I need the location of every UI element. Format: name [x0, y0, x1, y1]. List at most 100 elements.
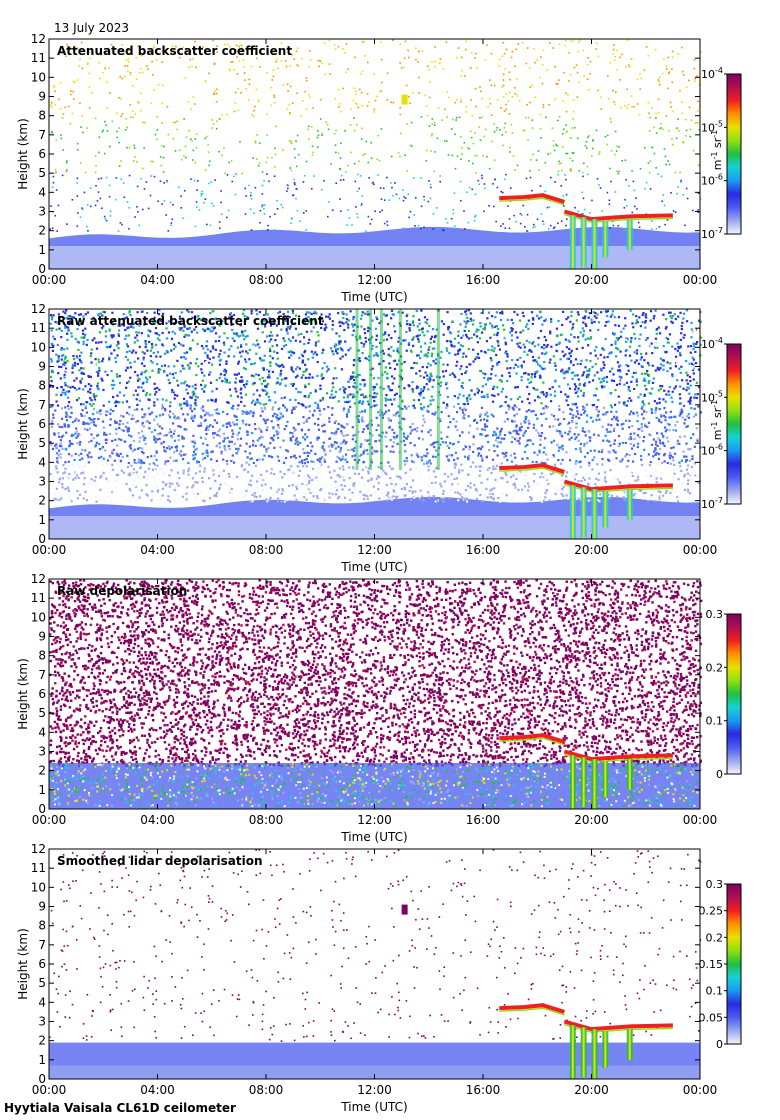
- y-tick-label: 7: [38, 398, 46, 412]
- colorbar-tick-label: 0.25: [699, 905, 724, 918]
- y-tick-label: 4: [38, 185, 46, 199]
- y-tick-label: 4: [38, 995, 46, 1009]
- y-tick-label: 1: [38, 513, 46, 527]
- precip-core: [571, 1025, 574, 1079]
- colorbar: [726, 613, 742, 775]
- y-tick-label: 5: [38, 166, 46, 180]
- cloud-layer: [401, 94, 673, 269]
- cloud-base: [499, 1003, 565, 1014]
- x-tick-label: 16:00: [466, 543, 501, 557]
- heatmap-field: [49, 849, 702, 1079]
- colorbar-unit: m-1 sr-1: [710, 400, 724, 440]
- cloud-edge: [499, 1007, 565, 1016]
- precip-core: [571, 485, 574, 539]
- colorbar-tick-label: 0: [716, 1038, 723, 1051]
- precip-core: [628, 219, 631, 250]
- y-tick-label: 0: [38, 262, 46, 276]
- aerosol-patch: [401, 904, 408, 915]
- precip-core: [593, 759, 596, 809]
- noise-streak: [379, 309, 383, 470]
- precip-core: [628, 489, 631, 520]
- x-tick-label: 00:00: [32, 543, 67, 557]
- y-tick-label: 2: [38, 764, 46, 778]
- y-axis-label: Height (km): [16, 118, 30, 189]
- heatmap-field: [49, 309, 703, 539]
- x-tick-label: 16:00: [466, 1083, 501, 1097]
- precip-core: [628, 759, 631, 790]
- cloud-base: [499, 463, 565, 474]
- colorbar-tick-label: 0.15: [699, 958, 724, 971]
- surface-layer: [49, 1065, 700, 1079]
- colorbar-tick-label: 0.2: [706, 661, 724, 674]
- colorbar-tick-label: 0.3: [706, 878, 724, 891]
- y-tick-label: 8: [38, 109, 46, 123]
- precip-core: [604, 491, 607, 528]
- y-tick-label: 10: [31, 610, 46, 624]
- y-tick-label: 7: [38, 668, 46, 682]
- x-tick-label: 20:00: [574, 1083, 609, 1097]
- precip-core: [604, 761, 607, 798]
- y-tick-label: 2: [38, 224, 46, 238]
- x-tick-label: 04:00: [140, 543, 175, 557]
- date-label: 13 July 2023: [54, 21, 130, 35]
- cloud-base: [563, 749, 673, 762]
- x-tick-label: 16:00: [466, 273, 501, 287]
- y-tick-label: 10: [31, 880, 46, 894]
- y-tick-label: 0: [38, 802, 46, 816]
- colorbar-tick-label: 0.05: [699, 1011, 724, 1024]
- colorbar-tick-label: 0.1: [706, 985, 724, 998]
- colorbar-tick-label: 0.1: [706, 715, 724, 728]
- colorbar-tick-label: 0: [716, 768, 723, 781]
- surface-layer: [49, 246, 700, 269]
- precip-core: [571, 215, 574, 269]
- y-tick-label: 6: [38, 957, 46, 971]
- precip-core: [582, 757, 585, 808]
- noise-streak: [398, 309, 402, 470]
- panel-title: Smoothed lidar depolarisation: [57, 854, 263, 868]
- cloud-edge: [564, 483, 673, 493]
- cloud-layer: [401, 904, 673, 1079]
- colorbar-tick-label: 10-6: [701, 173, 723, 188]
- precip-core: [604, 1031, 607, 1068]
- instrument-footer: Hyytiala Vaisala CL61D ceilometer: [4, 1101, 236, 1115]
- x-tick-label: 00:00: [683, 1083, 718, 1097]
- cloud-base: [499, 733, 565, 744]
- x-tick-label: 12:00: [357, 273, 392, 287]
- y-tick-label: 4: [38, 455, 46, 469]
- y-tick-label: 4: [38, 725, 46, 739]
- x-tick-label: 00:00: [683, 543, 718, 557]
- y-tick-label: 3: [38, 1015, 46, 1029]
- x-tick-label: 12:00: [357, 813, 392, 827]
- y-tick-label: 11: [31, 51, 46, 65]
- x-tick-label: 20:00: [574, 273, 609, 287]
- colorbar-tick-label: 10-4: [701, 336, 723, 351]
- y-tick-label: 5: [38, 976, 46, 990]
- y-tick-label: 0: [38, 532, 46, 546]
- y-tick-label: 8: [38, 379, 46, 393]
- y-tick-label: 12: [31, 572, 46, 586]
- x-tick-label: 04:00: [140, 273, 175, 287]
- x-tick-label: 08:00: [249, 543, 284, 557]
- y-tick-label: 10: [31, 70, 46, 84]
- y-tick-label: 8: [38, 919, 46, 933]
- y-tick-label: 7: [38, 128, 46, 142]
- precip-core: [604, 221, 607, 258]
- y-tick-label: 11: [31, 861, 46, 875]
- y-tick-label: 2: [38, 1034, 46, 1048]
- panel-title: Raw attenuated backscatter coefficient: [57, 314, 324, 328]
- y-tick-label: 1: [38, 243, 46, 257]
- x-axis-label: Time (UTC): [340, 830, 407, 844]
- x-tick-label: 04:00: [140, 813, 175, 827]
- precip-core: [582, 217, 585, 268]
- heatmap-field: [49, 39, 702, 269]
- y-tick-label: 6: [38, 417, 46, 431]
- y-tick-label: 9: [38, 900, 46, 914]
- y-tick-label: 9: [38, 360, 46, 374]
- aerosol-patch: [401, 94, 408, 105]
- precip-core: [593, 219, 596, 269]
- x-tick-label: 00:00: [32, 273, 67, 287]
